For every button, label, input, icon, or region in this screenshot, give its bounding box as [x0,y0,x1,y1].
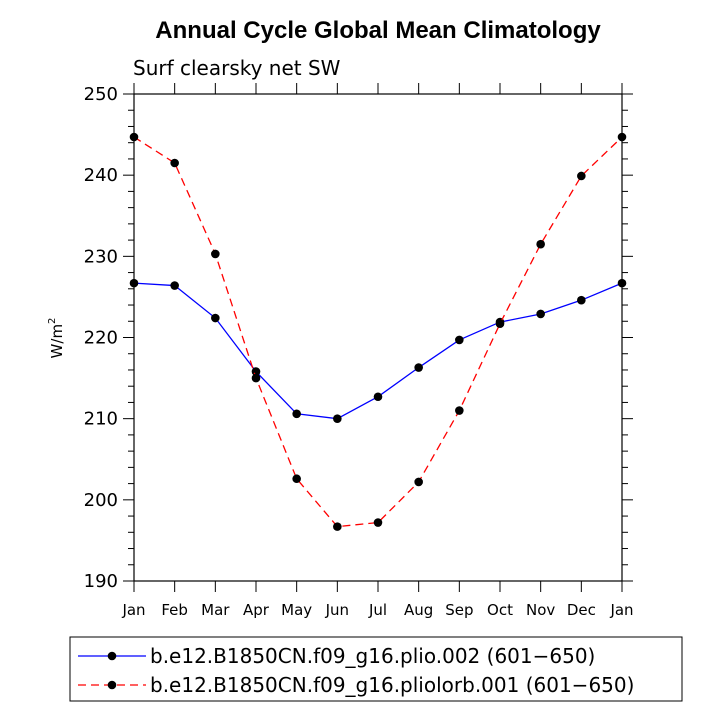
legend-label-2: b.e12.B1850CN.f09_g16.pliolorb.001 (601−… [150,673,634,697]
x-tick-label: Mar [201,601,230,619]
x-tick-label: Oct [487,601,513,619]
series-1-point [455,335,464,345]
legend-label-1: b.e12.B1850CN.f09_g16.plio.002 (601−650) [150,644,595,668]
chart-subtitle: Surf clearsky net SW [133,56,341,80]
series-2-point [129,132,139,142]
series-2-point [170,158,179,168]
y-tick-label: 240 [84,165,118,186]
legend-marker-1 [107,651,117,661]
x-tick-label: May [281,601,312,619]
series-line-2 [133,136,623,528]
series-1-point [211,313,220,323]
series-2-point [617,132,627,142]
y-axis-label: W/m2 [47,318,66,359]
x-tick-label: Jan [609,601,633,619]
series-1-point [536,309,545,319]
y-tick-label: 220 [84,328,118,349]
plot-frame [133,93,623,582]
series-2-point [577,171,586,181]
series-2-point [455,406,464,415]
y-tick-label: 230 [84,246,118,267]
series-2-point [333,522,342,531]
series-1-point [333,414,342,423]
series-2-point [251,373,261,383]
series-1-point [617,278,627,288]
series-1-point [251,367,261,376]
series-2-point [211,249,220,259]
series-1-point [129,278,139,288]
y-tick-label: 200 [84,490,118,511]
x-tick-label: Aug [404,601,433,619]
legend-marker-2 [107,680,117,690]
plot-area: 190 200 210 220 230 240 250 Jan Feb Mar Apr May Jun J… [84,83,634,619]
y-tick-label: 190 [84,571,118,592]
y-axis-label-text: W/m [48,324,66,359]
series-1-point [577,295,586,305]
x-tick-label: Sep [445,601,473,619]
series-2-point [373,518,383,527]
y-tick-label: 250 [84,84,118,105]
series-2-point [414,477,423,487]
series-2-point [292,474,301,484]
legend-box [69,636,683,702]
series-2-point [495,319,505,329]
y-axis-label-superscript: 2 [47,318,58,324]
x-tick-label: Feb [161,601,188,619]
x-tick-label: Jan [121,601,145,619]
x-tick-label: Nov [526,601,555,619]
legend: b.e12.B1850CN.f09_g16.plio.002 (601−650)… [69,636,683,702]
x-tick-label: Jun [325,601,349,619]
x-tick-label: Dec [567,601,596,619]
series-1-point [170,281,179,290]
x-tick-label: Apr [243,601,270,619]
series-1-point [414,363,423,372]
y-tick-label: 210 [84,409,118,430]
series-1-point [373,392,383,402]
chart-title: Annual Cycle Global Mean Climatology [155,17,601,44]
svg-text:W/m2: W/m2 [47,318,66,359]
x-tick-label: Jul [368,601,387,619]
series-2-point [536,239,545,249]
series-1-point [292,409,301,419]
